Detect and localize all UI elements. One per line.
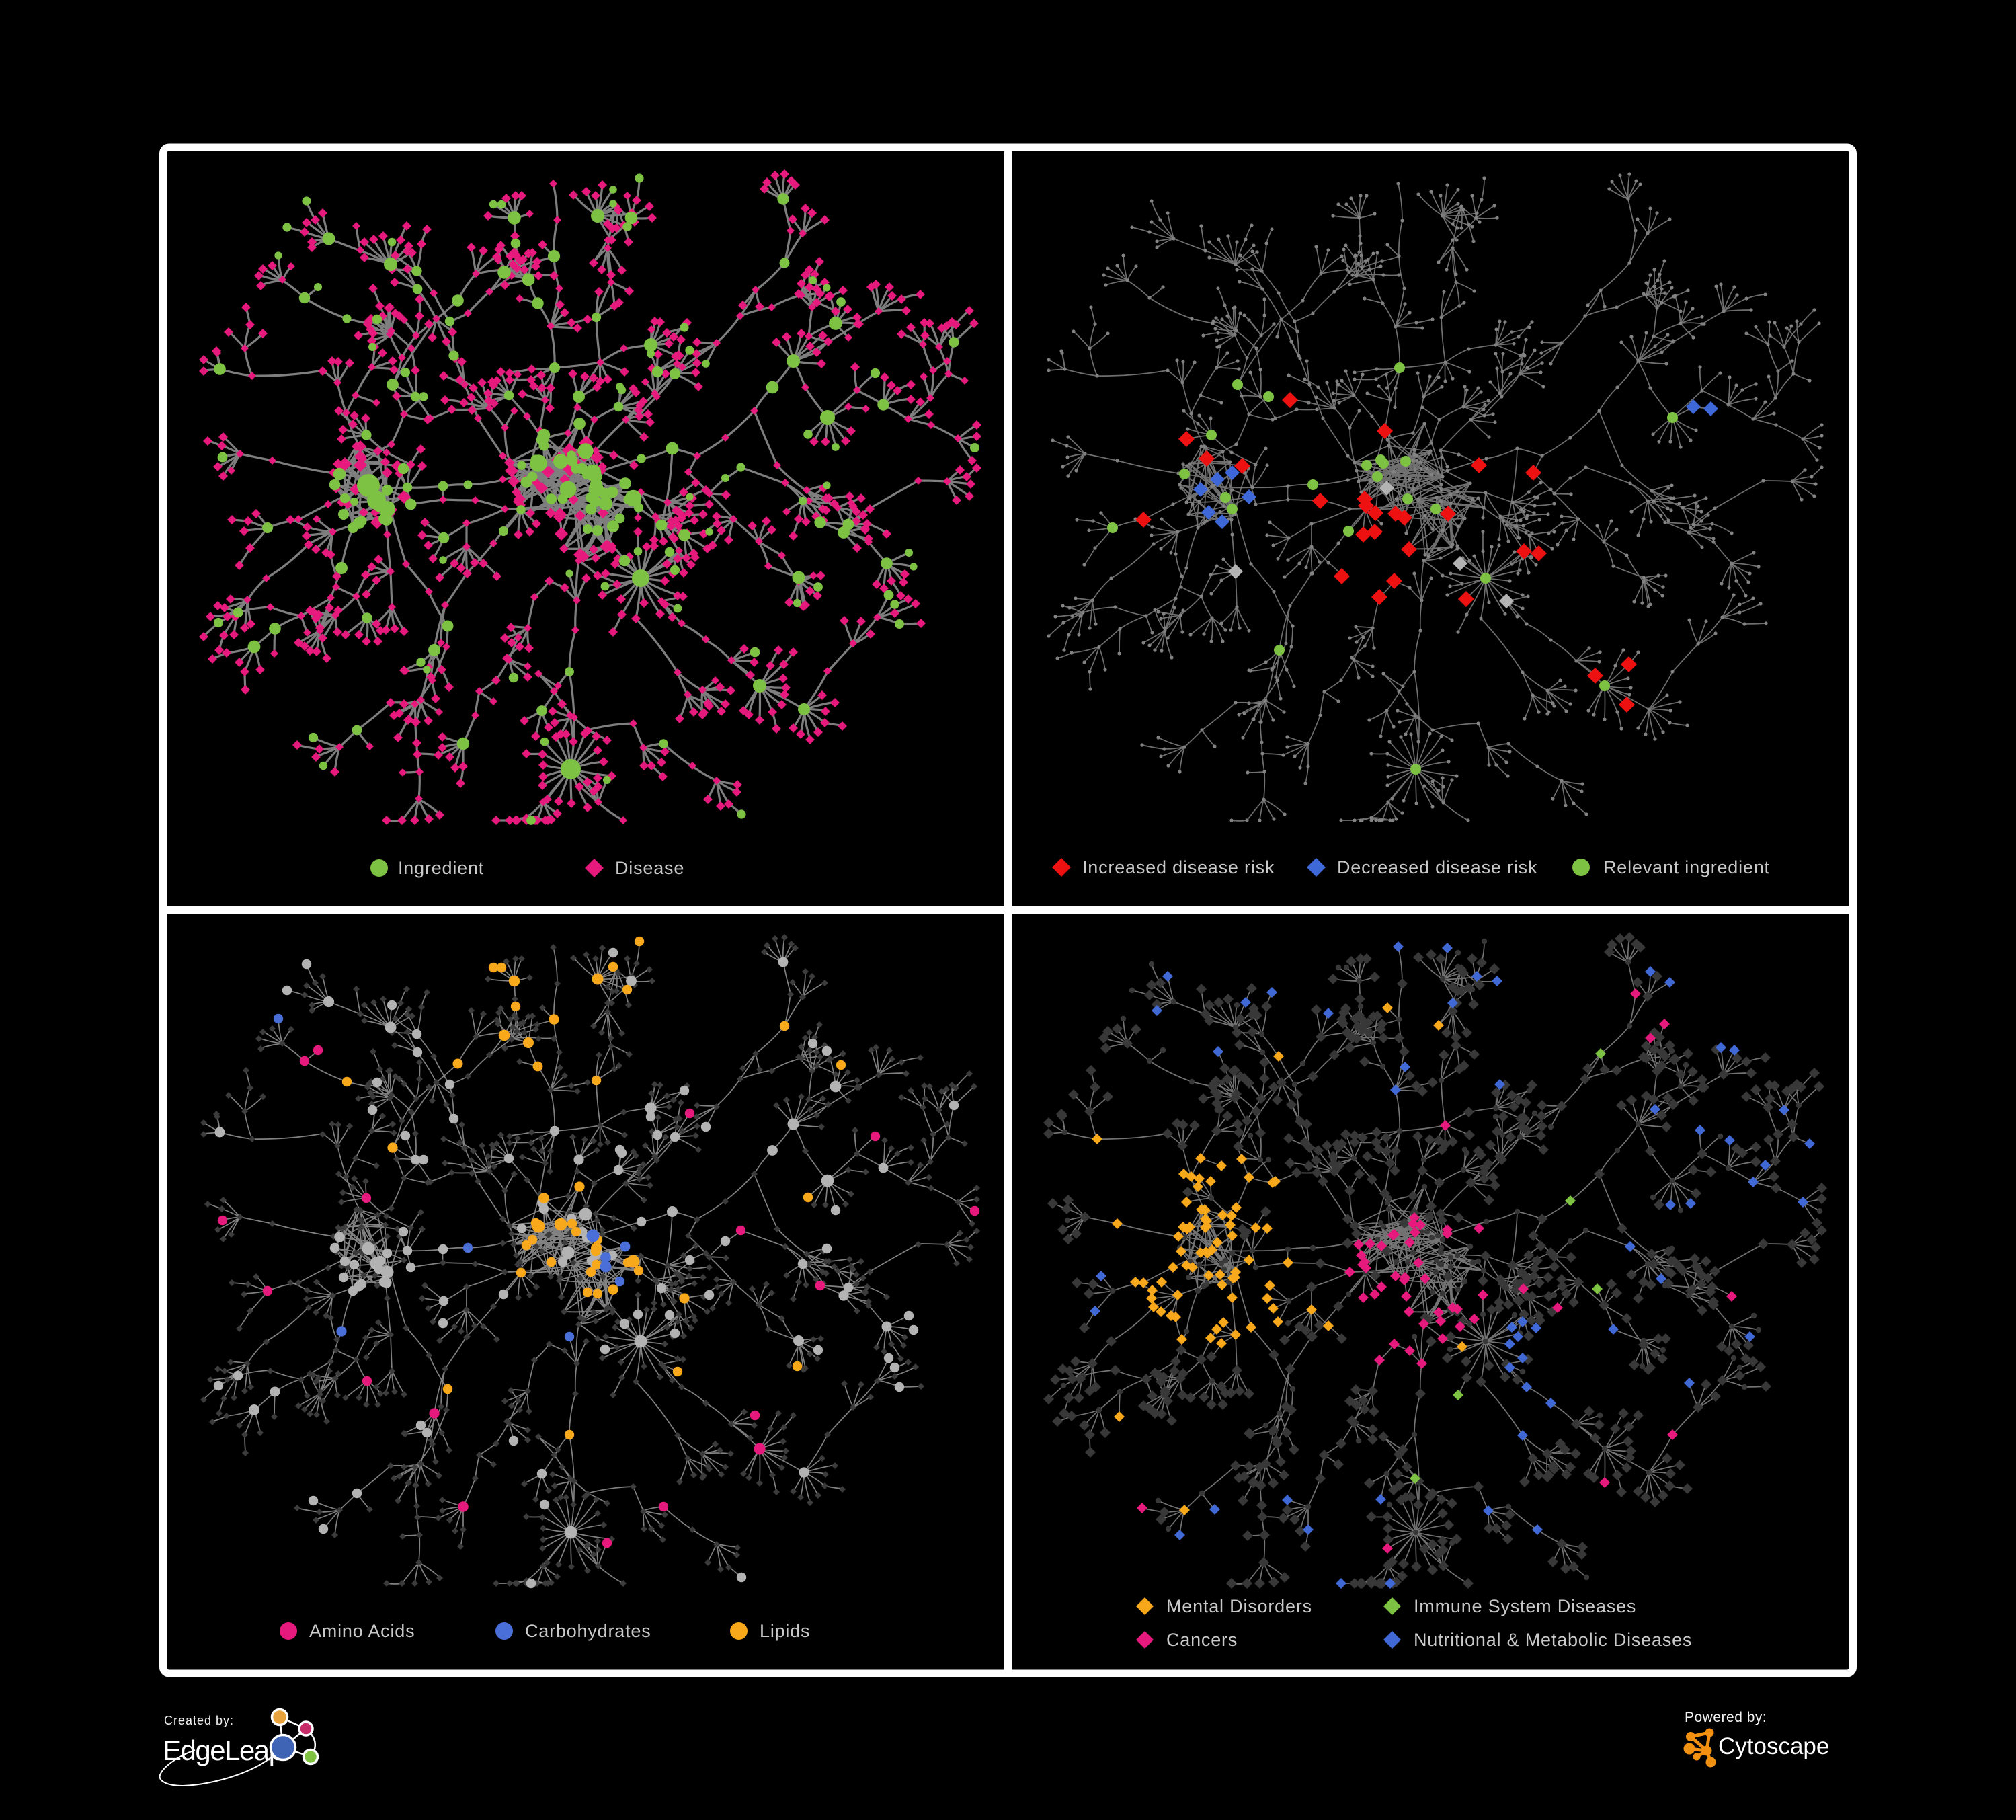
- svg-text:Powered by:: Powered by:: [1685, 1710, 1767, 1725]
- svg-text:Mental Disorders: Mental Disorders: [1166, 1596, 1312, 1616]
- svg-text:Relevant ingredient: Relevant ingredient: [1603, 857, 1770, 877]
- svg-text:Ingredient: Ingredient: [398, 858, 484, 878]
- svg-text:Nutritional & Metabolic Diseas: Nutritional & Metabolic Diseases: [1414, 1630, 1692, 1650]
- svg-text:Decreased disease risk: Decreased disease risk: [1337, 857, 1537, 877]
- svg-text:Lipids: Lipids: [760, 1621, 810, 1641]
- svg-text:Created by:: Created by:: [164, 1714, 234, 1727]
- svg-text:Cancers: Cancers: [1166, 1630, 1238, 1650]
- svg-text:Immune System Diseases: Immune System Diseases: [1414, 1596, 1636, 1616]
- svg-text:Cytoscape: Cytoscape: [1718, 1733, 1829, 1759]
- svg-text:Carbohydrates: Carbohydrates: [525, 1621, 651, 1641]
- svg-text:Increased disease risk: Increased disease risk: [1082, 857, 1275, 877]
- svg-text:Amino Acids: Amino Acids: [309, 1621, 415, 1641]
- svg-text:Disease: Disease: [615, 858, 684, 878]
- svg-text:EdgeLeap: EdgeLeap: [163, 1735, 284, 1766]
